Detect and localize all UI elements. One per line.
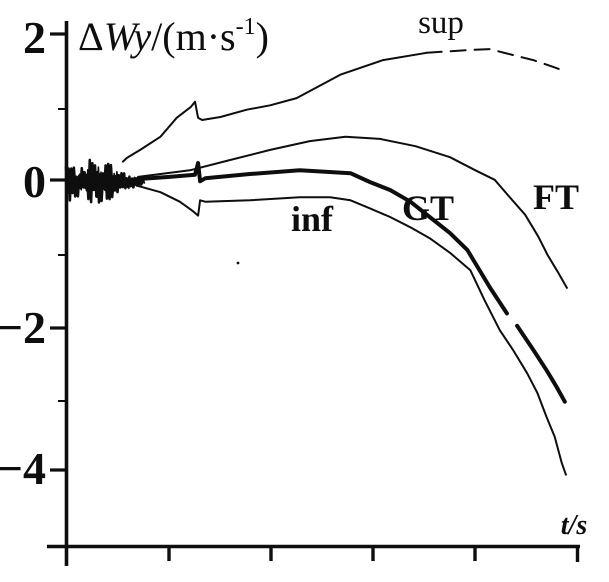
- sup-curve-segment-1: [425, 48, 568, 73]
- inf-curve-segment-0: [136, 184, 567, 476]
- y-tick-label-neg4: −4: [0, 443, 46, 494]
- y-tick-label-neg2: −2: [0, 302, 46, 353]
- scan-speck: [236, 261, 240, 265]
- y-tick-label-0: 0: [23, 156, 46, 207]
- label-inf-curve: inf: [291, 199, 334, 239]
- GT-curve-segment-0: [135, 161, 509, 316]
- y-tick-label-2: 2: [23, 12, 46, 63]
- GT-curve-segment-1: [515, 323, 567, 404]
- label-gt-curve: GT: [402, 188, 454, 228]
- FT-curve-segment-0: [137, 135, 568, 289]
- x-axis: [47, 544, 580, 562]
- noise-layer: [64, 158, 146, 204]
- y-axis-title: ΔWy/(m·s-1): [78, 14, 269, 59]
- x-axis-title: t/s: [561, 510, 588, 541]
- y-axis: 2 0 −2 −4: [0, 12, 69, 566]
- label-sup-curve: sup: [418, 5, 464, 41]
- sup-curve-segment-0: [121, 51, 428, 163]
- noise-scribble-1: [65, 166, 146, 198]
- label-ft-curve: FT: [533, 177, 579, 217]
- curves-layer: [121, 48, 568, 476]
